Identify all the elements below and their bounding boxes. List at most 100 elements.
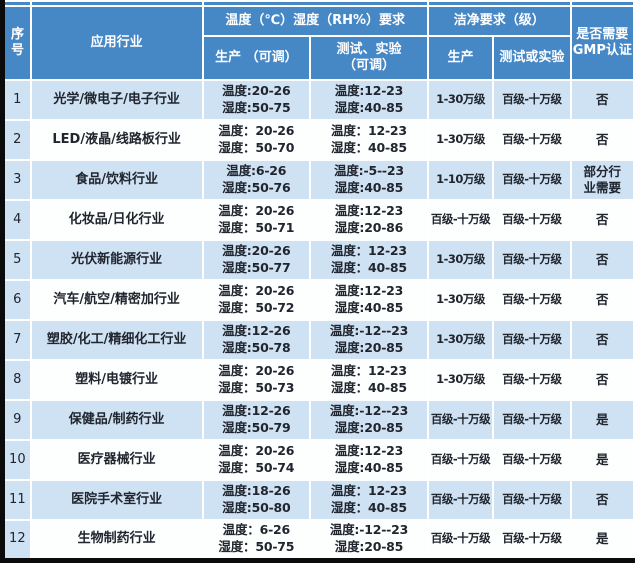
cell-clean-test: 百级-十万级 xyxy=(492,479,572,521)
cell-row-number: 7 xyxy=(1,319,32,361)
cell-production-temp-humidity: 温度:18-26 湿度:50-80 xyxy=(201,479,312,521)
table-row: 11 医院手术室行业 温度:18-26 湿度:50-80 温度：12-23 湿度：40-8… xyxy=(1,479,636,521)
cell-test-temp-humidity: 温度:-12--23 湿度:20-85 xyxy=(309,519,429,561)
cell-row-number: 1 xyxy=(1,79,32,121)
header-col-gmp: 是否需要 GMP认证 xyxy=(569,5,636,81)
header-gmp-line1: 是否需要 xyxy=(576,26,629,42)
cell-production-temp-humidity: 温度：20-26 湿度：50-74 xyxy=(201,439,312,481)
header-group-cleanliness: 洁净要求（级） xyxy=(426,5,572,37)
cell-industry: 化妆品/日化行业 xyxy=(29,199,204,241)
header-group-row: 序号 应用行业 温度（℃）湿度（RH%）要求 洁净要求（级） 是否需要 GMP认… xyxy=(1,5,636,81)
cell-row-number: 5 xyxy=(1,239,32,281)
cell-gmp-required: 否 xyxy=(569,239,636,281)
cell-test-temp-humidity: 温度：12-23 湿度：40-85 xyxy=(309,119,429,161)
cell-test-temp-humidity: 温度:12-23 湿度:20-86 xyxy=(309,199,429,241)
cell-production-temp-humidity: 温度：6-26 湿度：50-75 xyxy=(201,519,312,561)
cell-clean-production: 百级-十万级 xyxy=(426,439,495,481)
cell-gmp-required: 否 xyxy=(569,79,636,121)
cell-test-temp-humidity: 温度：12-23 湿度：40-85 xyxy=(309,239,429,281)
cell-production-temp-humidity: 温度：20-26 湿度：50-70 xyxy=(201,119,312,161)
cell-test-temp-humidity: 温度：12-23 湿度：40-85 xyxy=(309,359,429,401)
table-row: 3 食品/饮料行业 温度:6-26 湿度:50-76 温度:-5--23 湿度:40-85… xyxy=(1,159,636,201)
cell-gmp-required: 否 xyxy=(569,119,636,161)
table-row: 2 LED/液晶/线路板行业 温度：20-26 湿度：50-70 温度：12-23 湿度：… xyxy=(1,119,636,161)
cell-industry: 光伏新能源行业 xyxy=(29,239,204,281)
cell-industry: 保健品/制药行业 xyxy=(29,399,204,441)
cell-clean-production: 百级-十万级 xyxy=(426,479,495,521)
cell-clean-test: 百级-十万级 xyxy=(492,519,572,561)
cell-clean-production: 百级-十万级 xyxy=(426,199,495,241)
cell-industry: 光学/微电子/电子行业 xyxy=(29,79,204,121)
table-body: 1 光学/微电子/电子行业 温度:20-26 湿度:50-75 温度:12-23 湿度:4… xyxy=(1,79,636,561)
header-top-strip xyxy=(1,0,636,7)
table-row: 12 生物制药行业 温度：6-26 湿度：50-75 温度:-12--23 湿度:20-8… xyxy=(1,519,636,561)
cell-clean-test: 百级-十万级 xyxy=(492,119,572,161)
table-row: 5 光伏新能源行业 温度:20-26 湿度:50-77 温度：12-23 湿度：40-85… xyxy=(1,239,636,281)
cell-production-temp-humidity: 温度：20-26 湿度：50-71 xyxy=(201,199,312,241)
cell-row-number: 12 xyxy=(1,519,32,561)
table-row: 6 汽车/航空/精密加行业 温度：20-26 湿度：50-72 温度:12-23 湿度:4… xyxy=(1,279,636,321)
cell-gmp-required: 是 xyxy=(569,399,636,441)
cell-industry: 汽车/航空/精密加行业 xyxy=(29,279,204,321)
cell-clean-production: 百级-十万级 xyxy=(426,519,495,561)
cell-test-temp-humidity: 温度:-12--23 湿度:20-85 xyxy=(309,399,429,441)
header-test-line1: 测试、实验 xyxy=(336,41,402,57)
cell-test-temp-humidity: 温度:-5--23 湿度:40-85 xyxy=(309,159,429,201)
cell-production-temp-humidity: 温度:12-26 湿度:50-78 xyxy=(201,319,312,361)
cell-clean-test: 百级-十万级 xyxy=(492,399,572,441)
cell-clean-production: 1-30万级 xyxy=(426,79,495,121)
cell-clean-production: 百级-十万级 xyxy=(426,399,495,441)
cell-production-temp-humidity: 温度:6-26 湿度:50-76 xyxy=(201,159,312,201)
cell-test-temp-humidity: 温度:12-23 湿度:40-85 xyxy=(309,279,429,321)
cell-row-number: 6 xyxy=(1,279,32,321)
cell-gmp-required: 是 xyxy=(569,519,636,561)
cell-production-temp-humidity: 温度：20-26 湿度：50-72 xyxy=(201,279,312,321)
cell-clean-production: 1-30万级 xyxy=(426,239,495,281)
header-sub-production-adjustable: 生产 （可调） xyxy=(201,35,312,81)
cell-clean-production: 1-30万级 xyxy=(426,359,495,401)
header-sub-row: 生产 （可调） 测试、实验 （可调） 生产 测试或实验 xyxy=(3,35,635,81)
cell-row-number: 2 xyxy=(1,119,32,161)
cell-clean-test: 百级-十万级 xyxy=(492,359,572,401)
cell-gmp-required: 是 xyxy=(569,439,636,481)
cell-gmp-required: 部分行业需要 xyxy=(569,159,636,201)
cell-clean-production: 1-30万级 xyxy=(426,119,495,161)
table-row: 10 医疗器械行业 温度：20-26 湿度：50-74 温度:12-23 湿度:40-85… xyxy=(1,439,636,481)
cell-test-temp-humidity: 温度:12-23 湿度:40-85 xyxy=(309,79,429,121)
cell-clean-test: 百级-十万级 xyxy=(492,159,572,201)
cell-clean-test: 百级-十万级 xyxy=(492,319,572,361)
cell-industry: LED/液晶/线路板行业 xyxy=(29,119,204,161)
cell-clean-production: 1-30万级 xyxy=(426,319,495,361)
cell-row-number: 10 xyxy=(1,439,32,481)
cell-industry: 塑胶/化工/精细化工行业 xyxy=(29,319,204,361)
cell-clean-production: 1-30万级 xyxy=(426,279,495,321)
cell-industry: 生物制药行业 xyxy=(29,519,204,561)
header-sub-clean-test: 测试或实验 xyxy=(492,35,572,81)
header-test-line2: （可调） xyxy=(342,58,395,73)
header-group-temp-humidity: 温度（℃）湿度（RH%）要求 xyxy=(201,5,429,37)
cell-production-temp-humidity: 温度:12-26 湿度:50-79 xyxy=(201,399,312,441)
cell-clean-production: 1-10万级 xyxy=(426,159,495,201)
table-row: 7 塑胶/化工/精细化工行业 温度:12-26 湿度:50-78 温度:-12--23 湿… xyxy=(1,319,636,361)
header-sub-test-adjustable: 测试、实验 （可调） xyxy=(309,35,429,81)
cell-clean-test: 百级-十万级 xyxy=(492,439,572,481)
cell-production-temp-humidity: 温度：20-26 湿度：50-73 xyxy=(201,359,312,401)
cell-industry: 塑料/电镀行业 xyxy=(29,359,204,401)
cell-clean-test: 百级-十万级 xyxy=(492,79,572,121)
cell-industry: 医疗器械行业 xyxy=(29,439,204,481)
cell-gmp-required: 否 xyxy=(569,199,636,241)
cell-test-temp-humidity: 温度：12-23 湿度：40-85 xyxy=(309,479,429,521)
cell-row-number: 4 xyxy=(1,199,32,241)
table-row: 4 化妆品/日化行业 温度：20-26 湿度：50-71 温度:12-23 湿度:20-8… xyxy=(1,199,636,241)
cell-gmp-required: 否 xyxy=(569,279,636,321)
table-row: 9 保健品/制药行业 温度:12-26 湿度:50-79 温度:-12--23 湿度:20… xyxy=(1,399,636,441)
cell-clean-test: 百级-十万级 xyxy=(492,279,572,321)
cell-row-number: 8 xyxy=(1,359,32,401)
cell-row-number: 9 xyxy=(1,399,32,441)
header-col-no: 序号 xyxy=(1,5,32,81)
cell-test-temp-humidity: 温度:-12--23 湿度:20-85 xyxy=(309,319,429,361)
cell-gmp-required: 否 xyxy=(569,479,636,521)
cell-production-temp-humidity: 温度:20-26 湿度:50-75 xyxy=(201,79,312,121)
cell-industry: 医院手术室行业 xyxy=(29,479,204,521)
